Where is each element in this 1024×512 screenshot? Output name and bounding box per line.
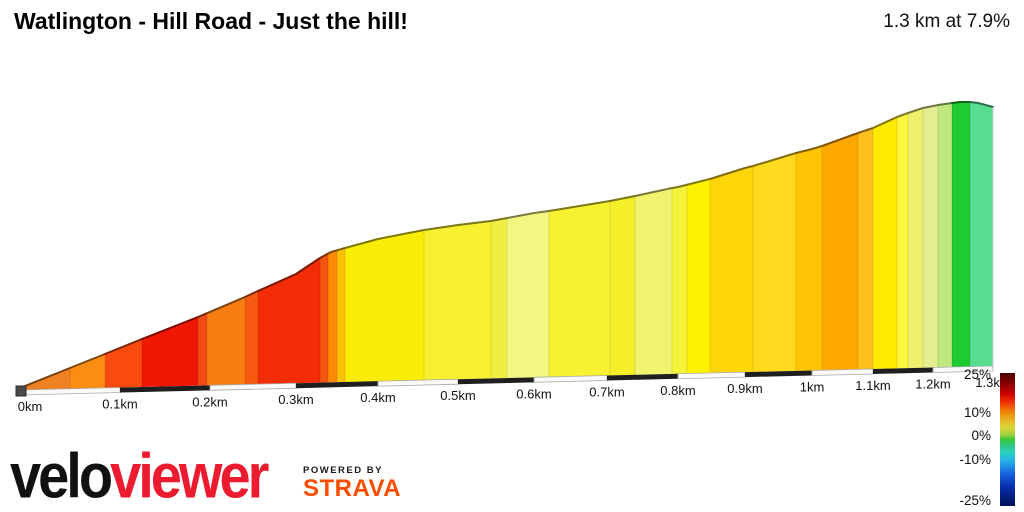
distance-ruler-band bbox=[745, 370, 812, 378]
profile-top-edge bbox=[104, 338, 143, 355]
powered-by-label: POWERED BY bbox=[303, 465, 383, 476]
gradient-segment bbox=[796, 146, 822, 371]
x-axis-label: 0.6km bbox=[516, 386, 551, 401]
x-axis-label: 0.7km bbox=[589, 385, 624, 400]
profile-top-edge bbox=[319, 252, 329, 259]
gradient-segment bbox=[753, 153, 796, 372]
gradient-segment bbox=[258, 258, 320, 385]
profile-top-edge bbox=[922, 104, 939, 109]
profile-top-edge bbox=[490, 217, 508, 222]
gradient-segment bbox=[245, 291, 258, 385]
x-axis-label: 1.3km bbox=[975, 375, 1010, 390]
profile-top-edge bbox=[907, 107, 924, 114]
page-title: Watlington - Hill Road - Just the hill! bbox=[14, 8, 408, 34]
profile-top-edge bbox=[69, 353, 106, 369]
gradient-segment bbox=[858, 128, 873, 370]
distance-ruler-band bbox=[932, 365, 994, 373]
gradient-segment bbox=[687, 179, 710, 374]
profile-top-edge bbox=[821, 132, 859, 147]
x-axis-label: 1.2km bbox=[915, 376, 950, 391]
profile-top-edge bbox=[671, 183, 688, 189]
profile-top-edge bbox=[686, 178, 711, 186]
profile-top-edge bbox=[937, 102, 953, 106]
profile-top-edge bbox=[197, 312, 208, 318]
strava-attribution[interactable]: POWERED BY STRAVA bbox=[303, 465, 401, 502]
gradient-segment bbox=[320, 253, 328, 383]
x-axis-label: 0.8km bbox=[660, 383, 695, 398]
profile-top-edge bbox=[548, 200, 611, 212]
gradient-segment bbox=[897, 113, 908, 369]
profile-top-edge bbox=[327, 249, 338, 255]
profile-top-edge bbox=[872, 116, 898, 129]
x-axis-label: 0.3km bbox=[278, 392, 313, 407]
gradient-segment bbox=[873, 117, 897, 369]
gradient-segment bbox=[345, 230, 424, 382]
profile-top-edge bbox=[709, 165, 754, 180]
gradient-segment bbox=[549, 201, 610, 377]
x-axis-label: 0.4km bbox=[360, 390, 395, 405]
distance-ruler-band bbox=[607, 373, 678, 381]
gradient-segment bbox=[337, 248, 345, 383]
gradient-segment bbox=[635, 188, 672, 375]
gradient-segment bbox=[938, 103, 952, 368]
profile-top-edge bbox=[506, 210, 550, 220]
profile-top-edge bbox=[141, 316, 199, 340]
profile-top-edge bbox=[857, 127, 874, 134]
profile-top-edge bbox=[795, 145, 823, 154]
distance-ruler-band bbox=[811, 368, 874, 376]
gradient-segment bbox=[328, 250, 337, 383]
x-axis-label: 0km bbox=[18, 399, 43, 414]
profile-top-edge bbox=[752, 152, 797, 167]
gradient-segment bbox=[923, 105, 938, 368]
x-axis-label: 0.9km bbox=[727, 381, 762, 396]
gradient-segment bbox=[610, 196, 635, 376]
gradient-segment bbox=[491, 218, 507, 379]
gradient-segment bbox=[198, 313, 207, 386]
gradient-segment bbox=[70, 354, 105, 389]
strava-logo: STRAVA bbox=[303, 475, 402, 502]
profile-top-edge bbox=[257, 257, 321, 292]
gradient-segment bbox=[424, 221, 491, 381]
distance-ruler-band bbox=[873, 367, 933, 374]
veloviewer-logo-viewer: viewer bbox=[110, 440, 269, 512]
profile-top-edge bbox=[336, 247, 346, 252]
profile-top-edge bbox=[609, 195, 636, 202]
gradient-segment bbox=[822, 133, 858, 371]
veloviewer-logo[interactable]: veloviewer bbox=[10, 444, 269, 508]
gradient-segment bbox=[952, 102, 970, 368]
footer: veloviewer POWERED BY STRAVA bbox=[0, 443, 1024, 512]
veloviewer-logo-velo: velo bbox=[10, 440, 113, 512]
gradient-segment bbox=[970, 102, 993, 367]
gradient-segment bbox=[908, 108, 923, 369]
distance-ruler-band bbox=[296, 381, 378, 389]
profile-top-edge bbox=[19, 367, 71, 389]
profile-top-edge bbox=[951, 101, 971, 104]
profile-top-edge bbox=[896, 112, 909, 118]
profile-top-edge bbox=[344, 229, 425, 249]
distance-ruler-band bbox=[120, 385, 210, 393]
distance-gradient-summary: 1.3 km at 7.9% bbox=[883, 11, 1010, 32]
profile-top-edge bbox=[969, 101, 994, 108]
x-axis-label: 1km bbox=[800, 379, 825, 394]
x-axis-label: 0.1km bbox=[102, 397, 137, 412]
gradient-segment bbox=[507, 211, 549, 378]
gradient-segment bbox=[672, 184, 687, 374]
profile-top-edge bbox=[634, 187, 673, 197]
gradient-segment bbox=[207, 297, 245, 386]
profile-top-edge bbox=[206, 296, 246, 315]
gradient-segment bbox=[710, 166, 753, 373]
x-axis-label: 0.5km bbox=[440, 388, 475, 403]
profile-top-edge bbox=[244, 290, 259, 298]
x-axis-label: 1.1km bbox=[855, 378, 890, 393]
distance-ruler-band bbox=[458, 377, 534, 385]
x-axis-label: 0.2km bbox=[192, 394, 227, 409]
profile-top-edge bbox=[423, 220, 492, 231]
start-marker bbox=[15, 385, 27, 397]
